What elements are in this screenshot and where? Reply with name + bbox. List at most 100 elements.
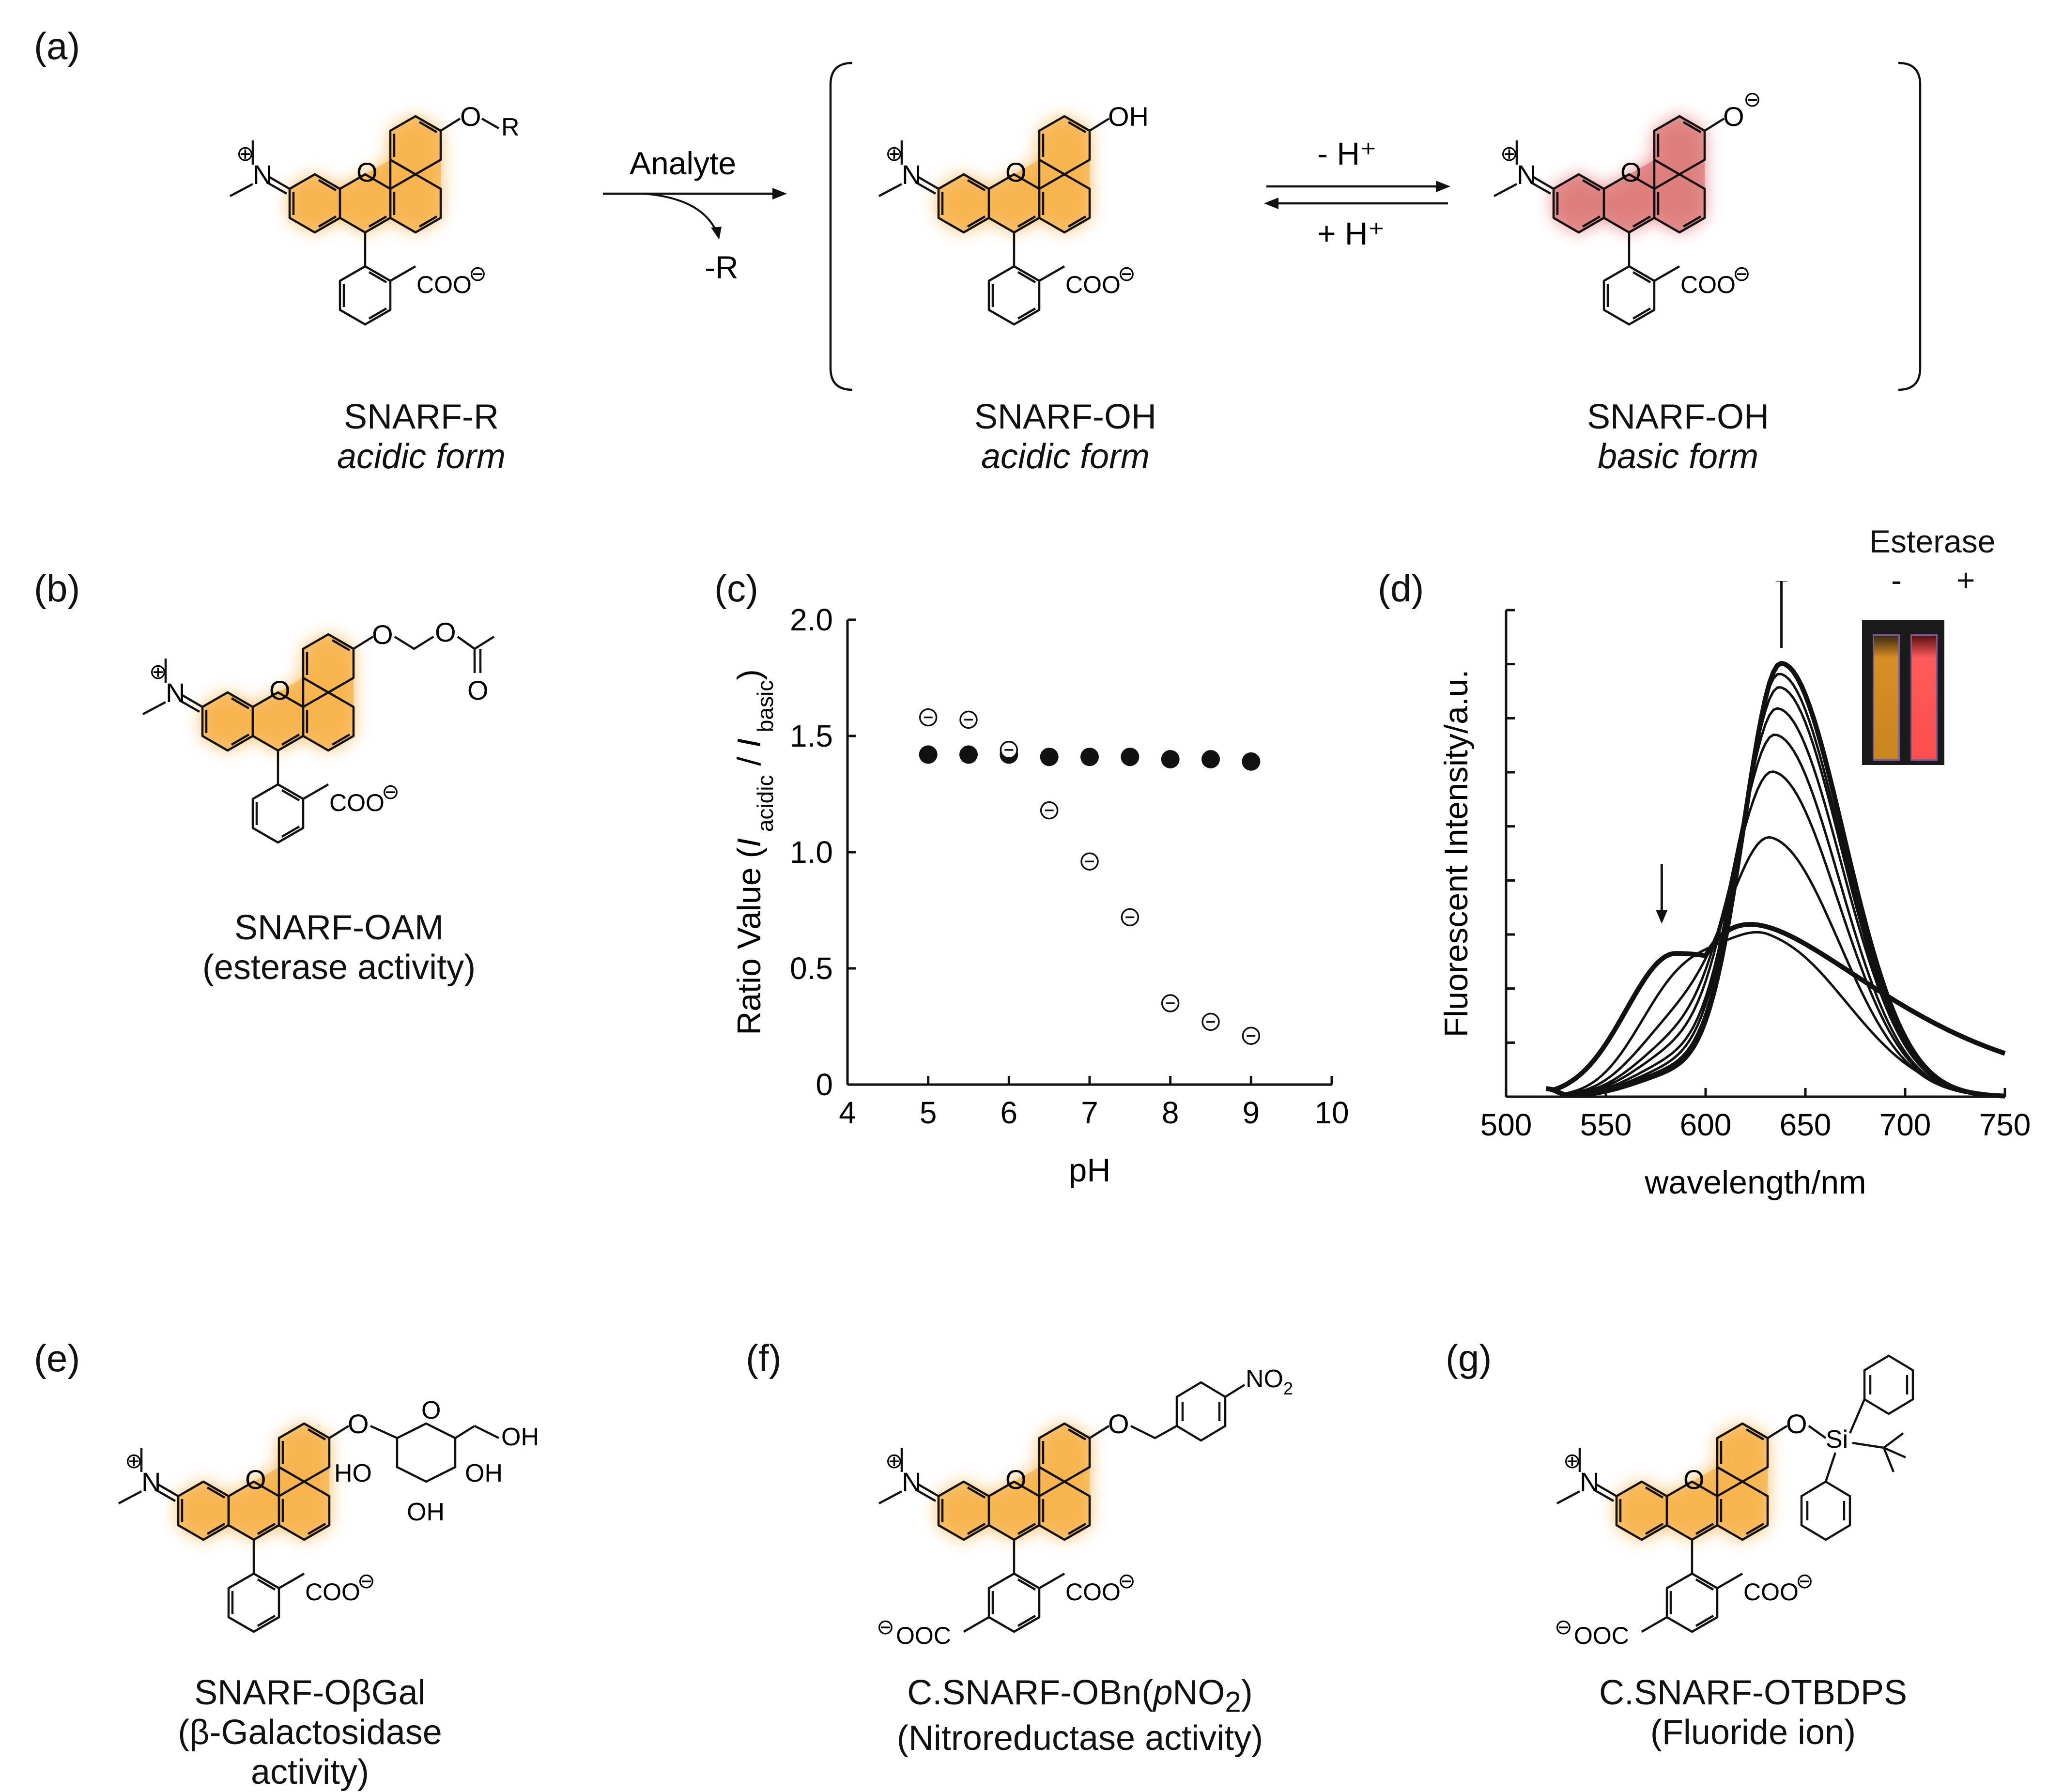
y-tick-label: 1.5	[790, 719, 833, 753]
svg-text:⊖: ⊖	[1555, 1615, 1572, 1639]
svg-text:⊖: ⊖	[382, 780, 400, 804]
spectrum-line	[1546, 734, 2005, 1098]
svg-text:N: N	[1580, 1467, 1599, 1497]
spectrum-line	[1545, 660, 2005, 1099]
y-axis-label: Fluorescent Intensity/a.u.	[1438, 670, 1475, 1038]
structure-g: N ⊕ O O Si OOC ⊖ COO ⊖	[1555, 1354, 1914, 1649]
svg-text:⊖: ⊖	[1118, 262, 1136, 286]
x-tick-label: 550	[1580, 1107, 1632, 1142]
svg-text:O: O	[245, 1464, 266, 1495]
svg-text:O: O	[460, 101, 481, 132]
cuvette-minus	[1873, 634, 1900, 761]
caption-snarf-oh-basic: SNARF-OH basic form	[1587, 398, 1769, 476]
data-point-filled	[1040, 748, 1059, 766]
svg-text:COO: COO	[329, 789, 385, 816]
panel-label-c: (c)	[714, 567, 758, 610]
caption-snarf-oam: SNARF-OAM (esterase activity)	[202, 908, 476, 987]
svg-text:⊕: ⊕	[885, 142, 903, 166]
data-point-filled	[1242, 752, 1261, 771]
svg-text:OOC: OOC	[1574, 1622, 1629, 1649]
caption-snarf-obn: C.SNARF-OBn(pNO2) (Nitroreductase activi…	[896, 1673, 1263, 1758]
svg-text:N: N	[166, 677, 185, 708]
svg-text:O: O	[1723, 101, 1744, 132]
x-tick-label: 600	[1680, 1107, 1732, 1142]
svg-text:O: O	[467, 675, 489, 705]
spectrum-line	[1546, 707, 2005, 1098]
chart-fluorescence-spectra: 500 550 600 650 700 750 wavelength/nm Fluoresce…	[1438, 581, 2031, 1201]
svg-text:COO: COO	[416, 271, 472, 298]
inset-plus-label: +	[1956, 562, 1975, 598]
data-point-filled	[1161, 750, 1180, 768]
inset-minus-label: -	[1891, 562, 1902, 598]
y-tick-label: 0.5	[790, 951, 833, 986]
svg-text:O: O	[1108, 1409, 1129, 1439]
x-tick-label: 4	[839, 1095, 856, 1130]
snarf-oh-basic-structure: N ⊕ O O ⊖ COO ⊖	[1493, 88, 1761, 324]
y-tick-label: 1.0	[790, 835, 833, 870]
svg-text:O: O	[1786, 1409, 1807, 1439]
snarf-r-structure: N ⊕ O O R COO ⊖	[229, 101, 520, 324]
svg-text:N: N	[902, 159, 921, 190]
svg-text:N: N	[141, 1467, 161, 1497]
svg-text:O: O	[421, 1396, 441, 1424]
data-point-filled	[1201, 750, 1220, 768]
svg-text:⊖: ⊖	[469, 262, 487, 286]
data-point-filled	[919, 745, 938, 764]
svg-text:COO: COO	[1680, 271, 1736, 298]
scheme-a: N ⊕ O O R COO ⊖ Analyte -R N ⊕ O OH COO …	[229, 61, 1922, 391]
data-point-filled	[959, 745, 978, 764]
spectrum-line	[1546, 931, 2005, 1097]
analyte-arrow: Analyte -R	[603, 145, 787, 285]
svg-text:O: O	[1620, 157, 1642, 187]
svg-text:-R: -R	[705, 249, 739, 285]
svg-text:Analyte: Analyte	[630, 145, 736, 181]
svg-text:⊕: ⊕	[1563, 1449, 1581, 1473]
svg-text:R: R	[501, 113, 520, 141]
cuvette-photo	[1862, 620, 1944, 765]
panel-label-e: (e)	[34, 1337, 80, 1379]
svg-text:COO: COO	[1065, 1578, 1121, 1606]
svg-text:O: O	[1005, 157, 1027, 187]
spectrum-line	[1546, 770, 2005, 1098]
svg-text:HO: HO	[334, 1459, 372, 1487]
x-tick-label: 500	[1480, 1107, 1532, 1142]
structure-f: N ⊕ O O NO 2 OOC ⊖ COO ⊖	[877, 1365, 1293, 1649]
svg-text:O: O	[435, 617, 456, 647]
svg-text:O: O	[356, 157, 378, 187]
x-tick-label: 9	[1243, 1095, 1260, 1130]
svg-text:⊖: ⊖	[1796, 1569, 1814, 1593]
svg-text:O: O	[269, 675, 291, 705]
svg-text:OH: OH	[465, 1459, 503, 1487]
svg-text:N: N	[1517, 159, 1536, 190]
svg-text:O: O	[1005, 1464, 1027, 1495]
svg-text:O: O	[348, 1409, 369, 1439]
cuvette-plus	[1910, 634, 1938, 761]
data-point-filled	[1080, 748, 1099, 766]
x-tick-label: 650	[1780, 1107, 1832, 1142]
svg-text:⊕: ⊕	[1500, 142, 1518, 166]
arrow-up-head	[1775, 581, 1787, 582]
svg-text:⊕: ⊕	[149, 660, 167, 684]
x-tick-label: 5	[920, 1095, 937, 1130]
svg-text:⊖: ⊖	[357, 1569, 375, 1593]
snarf-oh-acidic-structure: N ⊕ O OH COO ⊖	[878, 101, 1149, 324]
y-tick-label: 2.0	[790, 602, 833, 637]
svg-text:OOC: OOC	[896, 1622, 951, 1649]
svg-text:+ H⁺: + H⁺	[1317, 215, 1385, 251]
x-tick-label: 8	[1162, 1095, 1179, 1130]
svg-text:N: N	[902, 1467, 921, 1497]
x-tick-label: 750	[1979, 1107, 2031, 1142]
svg-text:O: O	[372, 619, 393, 650]
caption-snarf-otbdps: C.SNARF-OTBDPS (Fluoride ion)	[1599, 1673, 1908, 1752]
y-tick-label: 0	[816, 1067, 833, 1102]
spectrum-line	[1546, 836, 2005, 1098]
x-axis-label: pH	[1069, 1152, 1111, 1189]
data-point-filled	[1121, 748, 1139, 766]
svg-text:⊖: ⊖	[1733, 262, 1751, 286]
svg-text:COO: COO	[305, 1578, 360, 1606]
caption-snarf-r: SNARF-R acidic form	[337, 398, 506, 476]
svg-text:NO: NO	[1246, 1365, 1283, 1393]
caption-snarf-oh-acidic: SNARF-OH acidic form	[974, 398, 1156, 476]
svg-text:O: O	[1683, 1464, 1705, 1495]
svg-text:N: N	[253, 159, 272, 190]
